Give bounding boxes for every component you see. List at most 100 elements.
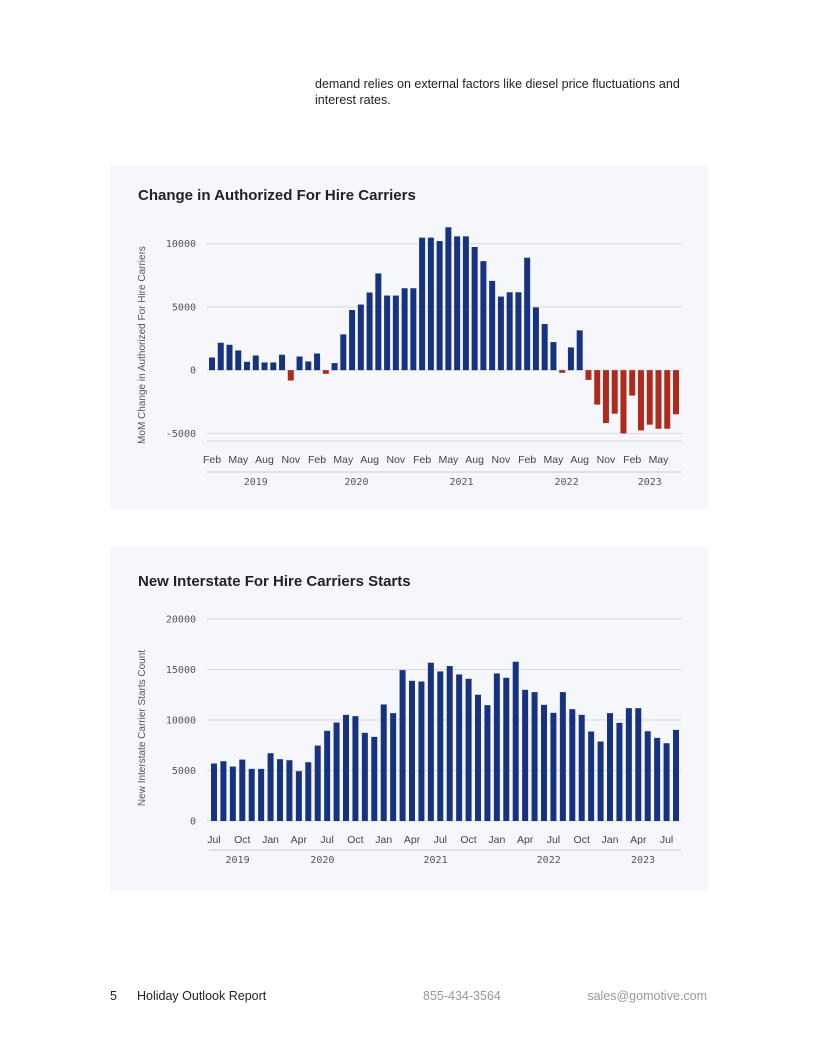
bar bbox=[305, 762, 312, 821]
x-tick-label: Oct bbox=[460, 834, 476, 846]
year-label: 2023 bbox=[631, 855, 655, 866]
bar bbox=[287, 370, 294, 381]
x-tick-label: Aug bbox=[570, 454, 589, 466]
bar bbox=[427, 662, 434, 821]
bar bbox=[314, 745, 321, 821]
x-tick-label: Nov bbox=[597, 454, 616, 466]
bar bbox=[340, 334, 347, 371]
bar bbox=[673, 370, 679, 415]
y-tick-label: 10000 bbox=[166, 239, 196, 250]
bar bbox=[343, 714, 349, 821]
x-tick-label: Feb bbox=[308, 454, 326, 466]
bar bbox=[456, 674, 463, 821]
bar bbox=[522, 689, 529, 821]
bar bbox=[286, 760, 293, 821]
bar bbox=[497, 296, 504, 371]
x-tick-label: May bbox=[544, 454, 565, 466]
bar bbox=[427, 237, 434, 371]
bar bbox=[296, 356, 303, 371]
bar bbox=[357, 304, 364, 371]
bar bbox=[392, 295, 399, 371]
x-tick-label: Aug bbox=[465, 454, 484, 466]
x-tick-label: Jan bbox=[602, 834, 619, 846]
chart-title: New Interstate For Hire Carriers Starts bbox=[138, 573, 411, 590]
y-tick-label: 10000 bbox=[166, 716, 196, 727]
bar bbox=[512, 661, 519, 821]
y-axis-label: New Interstate Carrier Starts Count bbox=[137, 650, 148, 806]
bar bbox=[239, 759, 246, 821]
bar bbox=[480, 261, 487, 371]
bar bbox=[270, 362, 277, 371]
bar bbox=[211, 763, 217, 821]
bar bbox=[324, 730, 331, 821]
bar bbox=[371, 736, 378, 821]
report-title: Holiday Outlook Report bbox=[137, 989, 267, 1003]
bar bbox=[322, 370, 329, 374]
bar bbox=[258, 768, 265, 821]
year-label: 2023 bbox=[638, 477, 662, 488]
page-number: 5 bbox=[110, 989, 117, 1003]
y-axis-label: MoM Change in Authorized For Hire Carrie… bbox=[137, 246, 148, 444]
bar bbox=[503, 677, 510, 821]
y-tick-label: 0 bbox=[190, 817, 196, 828]
chart-panel-authorized-carriers: Change in Authorized For Hire Carriers bbox=[110, 165, 708, 509]
x-tick-label: Jul bbox=[660, 834, 673, 846]
bar bbox=[515, 292, 522, 371]
bar bbox=[410, 288, 417, 371]
bar bbox=[484, 705, 491, 821]
bar bbox=[625, 708, 632, 821]
bar bbox=[532, 307, 539, 371]
year-label: 2021 bbox=[449, 477, 473, 488]
bar bbox=[366, 292, 373, 371]
bar bbox=[333, 722, 340, 821]
year-label: 2019 bbox=[244, 477, 268, 488]
y-tick-label: 15000 bbox=[166, 665, 196, 676]
x-tick-label: Feb bbox=[203, 454, 221, 466]
bar bbox=[489, 280, 496, 371]
year-label: 2022 bbox=[537, 855, 561, 866]
bar bbox=[390, 713, 397, 821]
bar bbox=[352, 716, 359, 821]
bar bbox=[550, 342, 557, 371]
bar bbox=[235, 350, 242, 371]
bar bbox=[437, 671, 444, 821]
bar bbox=[664, 370, 671, 429]
bar bbox=[244, 361, 251, 371]
x-tick-label: Jan bbox=[262, 834, 279, 846]
bar bbox=[475, 694, 481, 821]
bar bbox=[611, 370, 618, 414]
bar bbox=[637, 370, 644, 431]
bar bbox=[578, 714, 585, 821]
phone-number: 855-434-3564 bbox=[423, 989, 501, 1003]
bar bbox=[401, 288, 408, 371]
x-tick-label: Oct bbox=[234, 834, 250, 846]
x-tick-label: Nov bbox=[387, 454, 406, 466]
bar bbox=[576, 330, 583, 371]
year-label: 2021 bbox=[424, 855, 448, 866]
x-tick-label: Aug bbox=[360, 454, 379, 466]
bar bbox=[531, 692, 538, 821]
y-tick-label: 20000 bbox=[166, 615, 196, 626]
x-tick-label: Aug bbox=[255, 454, 274, 466]
bar bbox=[541, 704, 547, 821]
x-tick-label: Apr bbox=[630, 834, 647, 846]
bar bbox=[673, 729, 679, 821]
bar bbox=[635, 708, 642, 821]
bar bbox=[446, 666, 453, 821]
x-tick-label: May bbox=[228, 454, 249, 466]
bar bbox=[331, 363, 338, 371]
x-tick-label: Feb bbox=[623, 454, 641, 466]
year-label: 2020 bbox=[344, 477, 368, 488]
bar bbox=[465, 678, 472, 821]
email-address: sales@gomotive.com bbox=[587, 989, 707, 1003]
bar bbox=[267, 753, 274, 821]
bar bbox=[209, 357, 215, 371]
bar bbox=[585, 370, 592, 380]
year-label: 2022 bbox=[555, 477, 579, 488]
bar bbox=[314, 353, 321, 371]
bar bbox=[559, 370, 566, 373]
x-tick-label: Jan bbox=[488, 834, 505, 846]
bar bbox=[471, 246, 478, 371]
x-tick-label: Oct bbox=[574, 834, 590, 846]
bar bbox=[384, 295, 391, 371]
